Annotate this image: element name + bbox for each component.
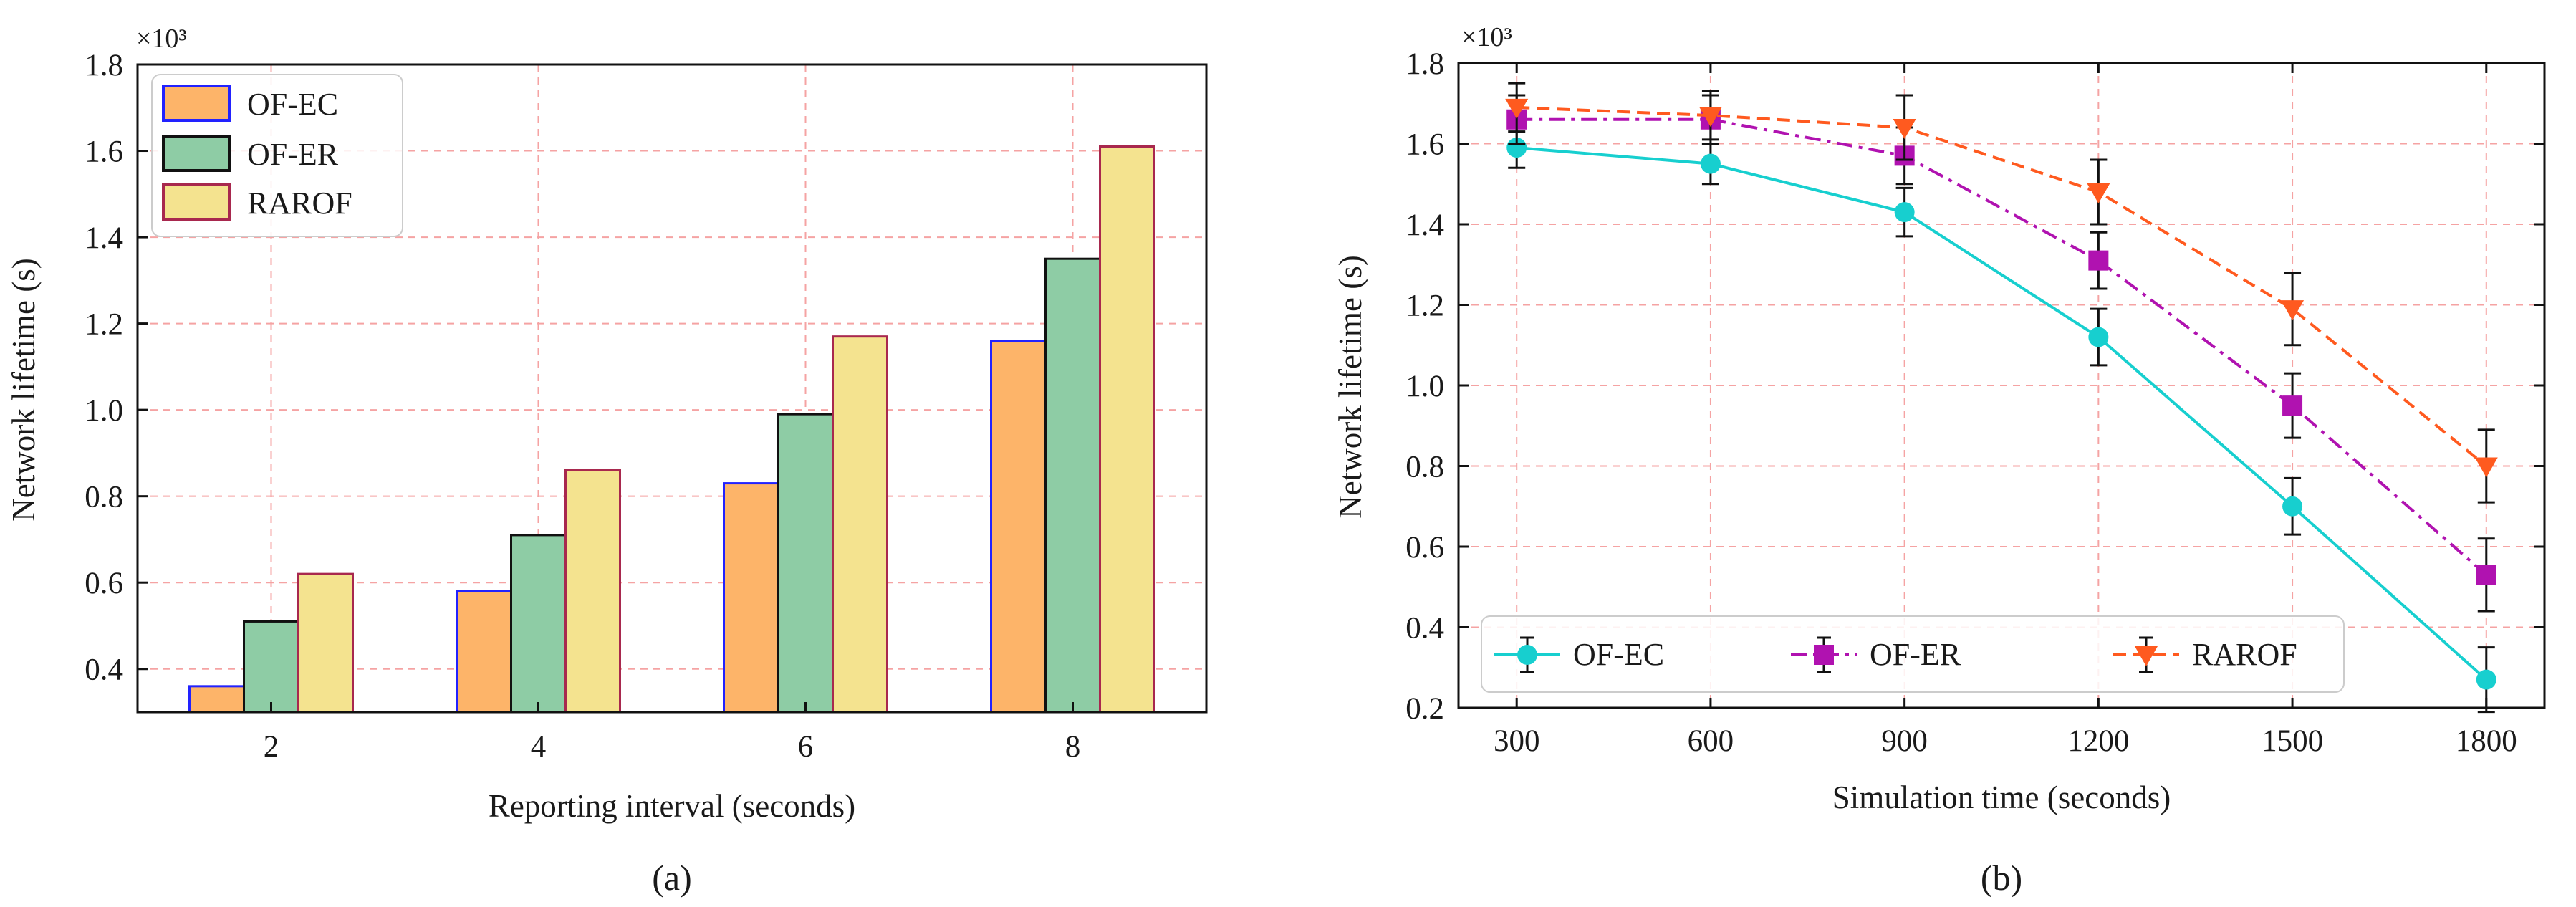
bar-rarof-2 — [297, 572, 354, 714]
legend-marker-rarof — [2135, 646, 2158, 666]
legend-label-of-er: OF-ER — [247, 137, 339, 172]
series-line-of-er — [1517, 117, 2488, 576]
x-tick-label: 4 — [531, 730, 547, 764]
bar-of-er-6 — [777, 413, 834, 714]
y-tick-label: 0.6 — [85, 567, 123, 600]
data-point-rarof-600 — [1698, 107, 1722, 128]
line-chart-panel: 0.2 0.4 0.6 0.8 1.0 1.2 1.4 1.6 1.8 300 600 900 1200… — [1332, 22, 2546, 898]
legend-marker-of-er — [1814, 645, 1834, 665]
data-point-of-ec-1800 — [2476, 669, 2496, 690]
legend-box — [1481, 615, 2345, 693]
y-tick-label: 1.6 — [1405, 128, 1444, 162]
plot-frame — [136, 63, 1208, 714]
legend-swatch-of-er — [162, 135, 231, 172]
legend-label-rarof: RAROF — [2192, 637, 2297, 672]
data-point-of-ec-1500 — [2282, 496, 2303, 517]
legend-label-of-er: OF-ER — [1870, 637, 1961, 672]
y-tick-label: 1.8 — [1405, 47, 1444, 81]
y-axis-label: Network lifetime (s) — [1332, 255, 1368, 518]
data-point-rarof-300 — [1505, 98, 1529, 119]
y-tick-label: 1.6 — [85, 135, 123, 169]
legend-label-of-ec: OF-EC — [247, 87, 338, 122]
x-tick-label: 600 — [1688, 724, 1734, 758]
legend: OF-EC OF-ER RAROF — [151, 74, 403, 237]
series-line-of-ec — [1517, 146, 2488, 681]
data-point-of-er-1800 — [2476, 565, 2496, 585]
data-point-of-ec-1200 — [2088, 327, 2109, 347]
bar-of-ec-2 — [188, 685, 245, 714]
y-tick-label: 1.4 — [1405, 208, 1444, 242]
data-point-rarof-1200 — [2087, 183, 2110, 203]
bar-of-ec-6 — [723, 482, 779, 714]
bar-of-er-8 — [1044, 257, 1101, 714]
bar-rarof-4 — [564, 469, 621, 714]
bar-of-ec-4 — [456, 590, 512, 714]
y-tick-label: 0.6 — [1405, 531, 1444, 565]
y-tick-label: 0.4 — [1405, 612, 1444, 646]
bar-chart-panel: 0.4 0.6 0.8 1.0 1.2 1.4 1.6 1.8 2 4 6 8 ×10³ Networ… — [6, 24, 1208, 898]
panel-label-b: (b) — [1981, 858, 2022, 898]
legend: OF-EC OF-ER RAROF — [1481, 615, 2345, 693]
data-point-rarof-1500 — [2281, 300, 2305, 321]
x-tick-label: 6 — [798, 730, 814, 764]
bar-of-er-2 — [243, 620, 299, 714]
x-tick-label: 900 — [1881, 724, 1928, 758]
y-tick-label: 1.4 — [85, 221, 123, 255]
y-tick-label: 0.2 — [1405, 692, 1444, 726]
x-tick-label: 1800 — [2456, 724, 2517, 758]
x-tick-label: 300 — [1494, 724, 1540, 758]
x-tick-label: 1200 — [2067, 724, 2129, 758]
series-line-rarof — [1517, 105, 2488, 468]
y-tick-label: 0.8 — [85, 481, 123, 514]
y-tick-label: 0.4 — [85, 653, 123, 687]
legend-marker-of-ec — [1517, 645, 1537, 665]
bar-of-er-4 — [510, 534, 567, 714]
y-axis-label: Network lifetime (s) — [6, 258, 42, 521]
bar-rarof-6 — [832, 335, 888, 714]
data-point-rarof-900 — [1893, 119, 1916, 139]
y-tick-label: 1.0 — [85, 394, 123, 428]
y-axis-multiplier: ×10³ — [136, 24, 187, 54]
data-point-of-ec-600 — [1700, 153, 1721, 174]
legend-swatch-of-ec — [162, 85, 231, 122]
x-tick-label: 1500 — [2262, 724, 2323, 758]
legend-label-of-ec: OF-EC — [1573, 637, 1664, 672]
data-point-of-er-1500 — [2282, 395, 2303, 416]
y-tick-label: 1.2 — [1405, 289, 1444, 323]
bar-rarof-8 — [1099, 145, 1155, 714]
y-tick-label: 1.8 — [85, 49, 123, 82]
x-axis-label: Simulation time (seconds) — [1832, 779, 2171, 815]
x-axis-label: Reporting interval (seconds) — [489, 788, 855, 824]
y-tick-label: 0.8 — [1405, 451, 1444, 484]
y-tick-label: 1.2 — [85, 308, 123, 342]
panel-label-a: (a) — [652, 858, 692, 898]
data-point-of-ec-900 — [1894, 202, 1915, 223]
x-tick-label: 8 — [1065, 730, 1081, 764]
bar-of-ec-8 — [990, 340, 1047, 714]
x-tick-label: 2 — [264, 730, 279, 764]
legend-swatch-rarof — [162, 183, 231, 221]
y-tick-label: 1.0 — [1405, 370, 1444, 403]
y-axis-multiplier: ×10³ — [1461, 22, 1512, 52]
legend-label-rarof: RAROF — [247, 186, 352, 221]
data-point-rarof-1800 — [2474, 457, 2498, 478]
data-point-of-er-1200 — [2088, 250, 2109, 271]
